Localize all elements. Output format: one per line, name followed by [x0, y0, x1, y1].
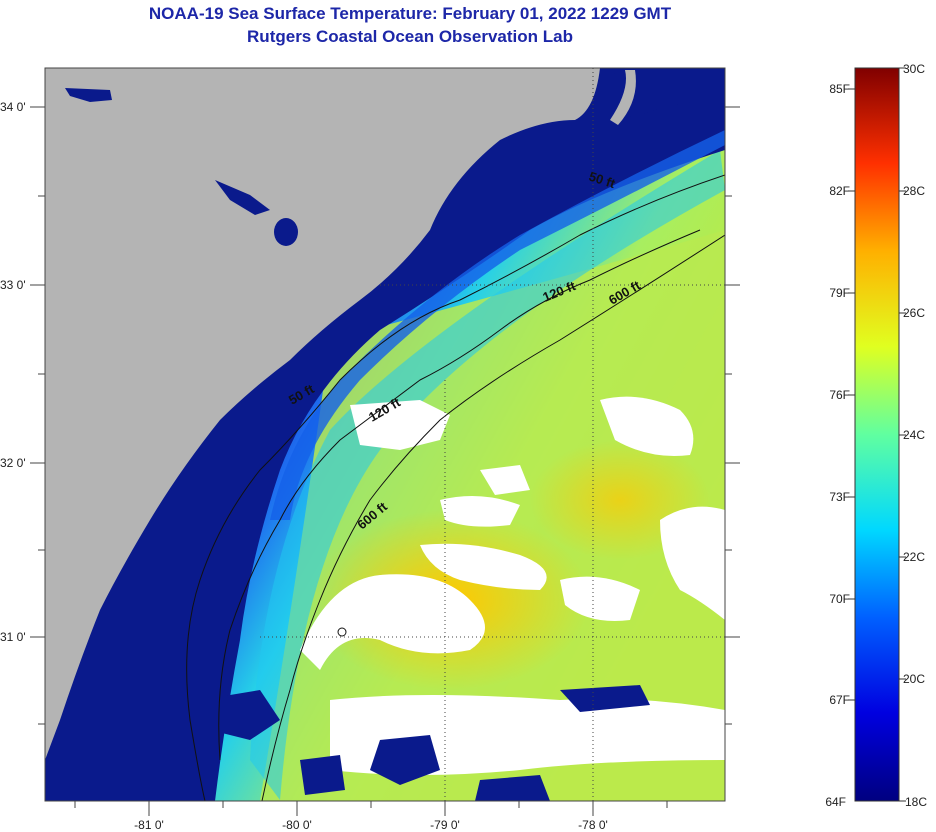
colorbar-label-f: 73F	[829, 490, 850, 504]
colorbar-label-c: 30C	[903, 62, 925, 76]
shelf-front	[250, 150, 725, 800]
contour-50ft	[186, 174, 725, 801]
x-tick-label: -78 0'	[578, 818, 608, 832]
colorbar-label-c: 24C	[903, 428, 925, 442]
y-tick-label: 33 0'	[0, 278, 26, 292]
sound-water	[610, 68, 725, 120]
colorbar-label-f: 70F	[829, 592, 850, 606]
colorbar-ticks	[848, 67, 906, 802]
contour-600ft	[261, 234, 725, 801]
tick-marks	[30, 106, 740, 816]
colorbar-label-f: 79F	[829, 286, 850, 300]
contour-120ft	[218, 229, 701, 761]
colorbar-label-f: 85F	[829, 82, 850, 96]
colorbar-label-c: 28C	[903, 184, 925, 198]
map-frame: 50 ft 120 ft 600 ft 50 ft 120 ft 600 ft	[45, 68, 725, 801]
colorbar-label-f: 67F	[829, 693, 850, 707]
colorbar-label-c: 26C	[903, 306, 925, 320]
colorbar-label-c: 22C	[903, 550, 925, 564]
colorbar-label-f: 64F	[825, 795, 846, 809]
inland-lake	[215, 180, 270, 215]
x-tick-label: -80 0'	[282, 818, 312, 832]
colorbar-label-c: 18C	[905, 795, 927, 809]
x-tick-label: -79 0'	[430, 818, 460, 832]
colorbar-scale	[854, 67, 900, 802]
colorbar-label-f: 82F	[829, 184, 850, 198]
cold-pixels	[200, 685, 650, 801]
y-tick-label: 32 0'	[0, 456, 26, 470]
colorbar-label-f: 76F	[829, 388, 850, 402]
inland-lake	[274, 218, 298, 246]
map-title: NOAA-19 Sea Surface Temperature: Februar…	[148, 4, 672, 23]
y-tick-label: 31 0'	[0, 630, 26, 644]
barrier-island	[610, 70, 636, 125]
inland-lake	[65, 88, 112, 102]
grid-lines	[260, 68, 725, 801]
contour-ring	[337, 627, 347, 637]
depth-contours	[186, 174, 725, 801]
map-subtitle: Rutgers Coastal Ocean Observation Lab	[247, 27, 573, 46]
colorbar: 85F 82F 79F 76F 73F 70F 67F 64F 30C 28C …	[825, 62, 927, 809]
colorbar-label-c: 20C	[903, 672, 925, 686]
land-mass	[45, 68, 600, 760]
y-tick-label: 34 0'	[0, 100, 26, 114]
map-border	[44, 67, 726, 802]
x-tick-label: -81 0'	[134, 818, 164, 832]
